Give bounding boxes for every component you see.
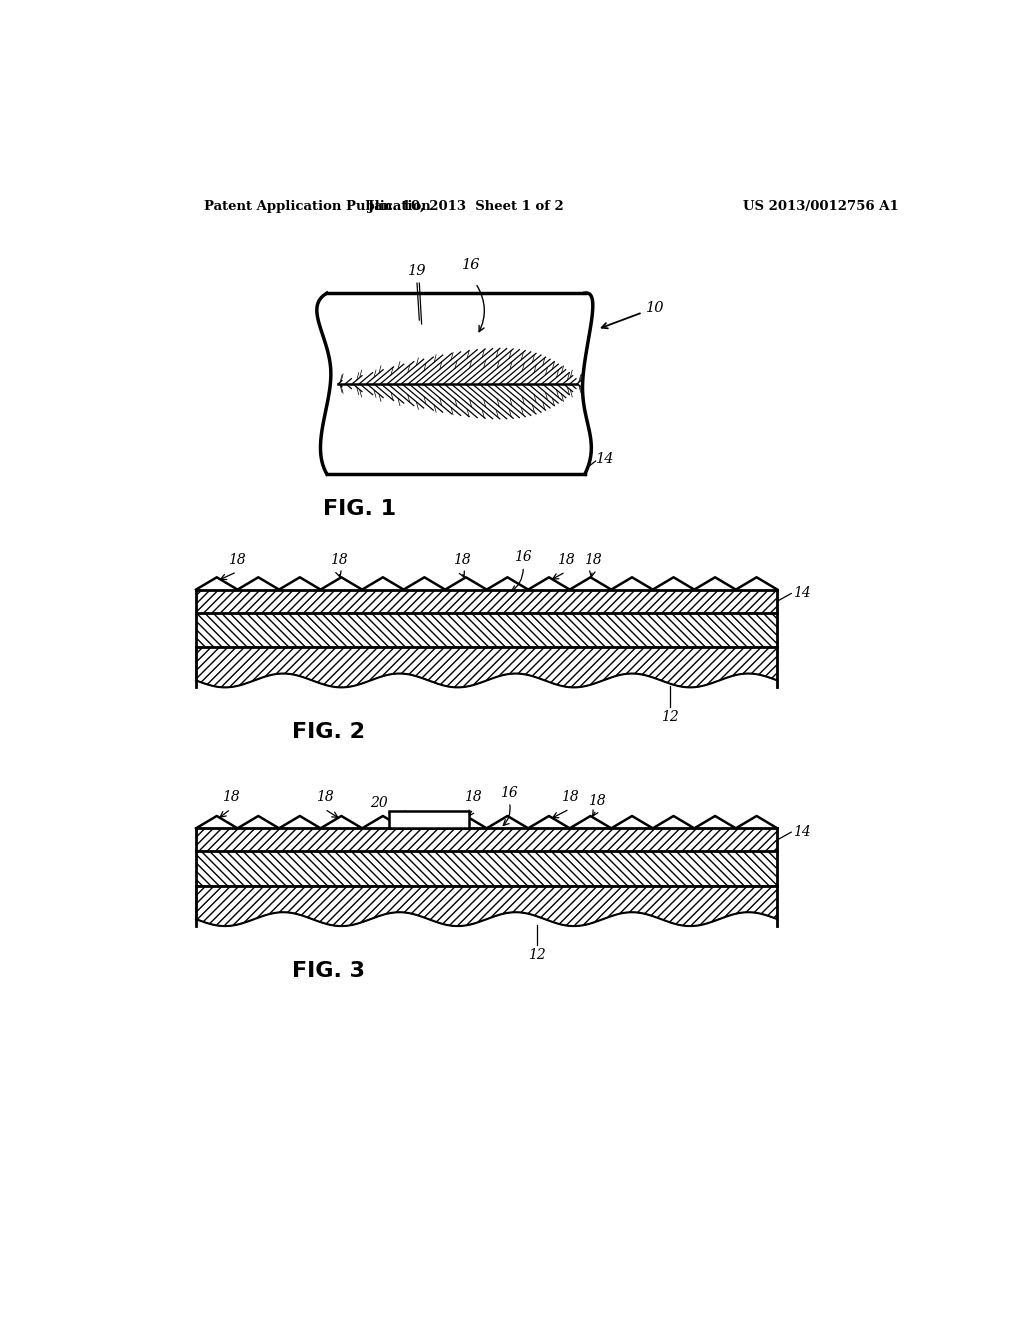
Polygon shape [196,886,777,927]
Text: 18: 18 [560,789,579,804]
Polygon shape [327,293,585,474]
Polygon shape [196,851,777,886]
Text: 18: 18 [315,789,334,804]
Text: 14: 14 [596,451,614,466]
Text: 14: 14 [793,825,811,840]
Polygon shape [196,647,777,688]
Text: 18: 18 [228,553,246,566]
Text: 18: 18 [557,553,574,566]
Text: Jan. 10, 2013  Sheet 1 of 2: Jan. 10, 2013 Sheet 1 of 2 [368,199,563,213]
Text: 18: 18 [222,789,240,804]
Text: FIG. 3: FIG. 3 [292,961,366,981]
Polygon shape [196,590,777,612]
Text: 16: 16 [501,785,518,800]
Text: 12: 12 [660,710,679,723]
Text: 18: 18 [330,553,347,566]
Text: US 2013/0012756 A1: US 2013/0012756 A1 [742,199,898,213]
Text: 16: 16 [462,259,480,272]
Text: 18: 18 [453,553,471,566]
Text: 12: 12 [528,949,546,962]
Text: 16: 16 [514,550,532,564]
Text: FIG. 1: FIG. 1 [323,499,396,519]
Text: 19: 19 [408,264,426,277]
Text: Patent Application Publication: Patent Application Publication [204,199,430,213]
Text: 18: 18 [588,793,605,808]
Text: 14: 14 [793,586,811,601]
Text: 18: 18 [464,789,482,804]
Polygon shape [196,612,777,647]
Text: 18: 18 [584,553,601,566]
Text: FIG. 2: FIG. 2 [292,722,366,742]
Polygon shape [388,812,469,829]
Text: 10: 10 [646,301,665,314]
Polygon shape [196,829,777,851]
Text: 20: 20 [371,796,388,810]
